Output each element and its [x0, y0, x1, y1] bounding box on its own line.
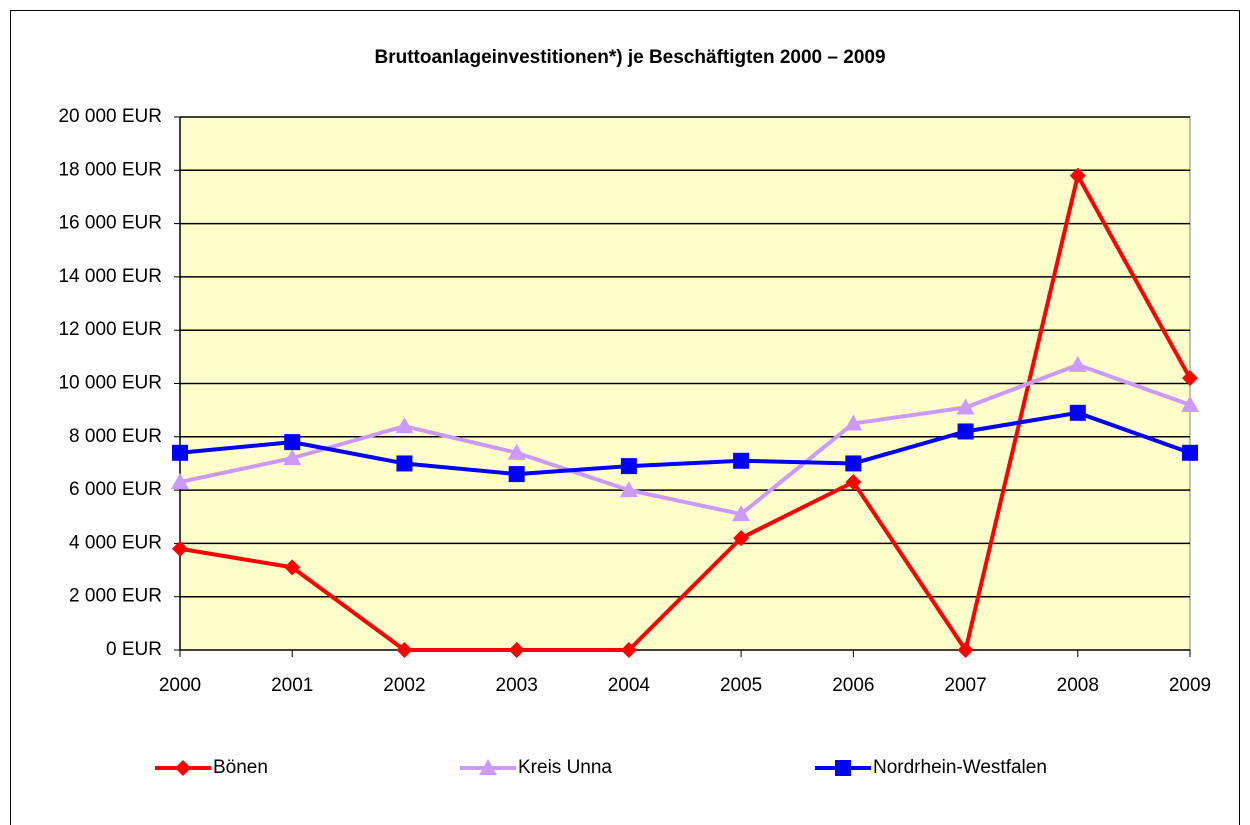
legend-label: Nordrhein-Westfalen	[873, 757, 1047, 778]
marker	[620, 642, 637, 658]
legend-label: Kreis Unna	[518, 757, 612, 778]
marker	[284, 434, 301, 451]
marker	[283, 449, 302, 466]
marker	[175, 760, 191, 776]
marker	[479, 759, 497, 775]
series-line	[179, 173, 1192, 652]
marker	[620, 458, 637, 475]
marker	[1069, 404, 1086, 421]
marker	[1068, 355, 1087, 372]
marker	[1182, 370, 1198, 387]
marker	[733, 452, 750, 469]
y-tick-label: 10 000 EUR	[58, 373, 162, 394]
legend-label: Bönen	[213, 757, 268, 778]
y-tick-label: 0 EUR	[106, 639, 162, 660]
x-tick-label: 2008	[1057, 675, 1099, 696]
marker	[396, 642, 413, 658]
y-tick-label: 16 000 EUR	[58, 213, 162, 234]
x-tick-label: 2000	[159, 675, 201, 696]
marker	[957, 423, 974, 440]
series-line	[179, 362, 1191, 517]
x-tick-label: 2002	[383, 675, 425, 696]
y-tick-label: 8 000 EUR	[69, 426, 162, 447]
x-tick-label: 2009	[1169, 675, 1211, 696]
marker	[732, 505, 751, 522]
marker	[1069, 167, 1086, 184]
x-tick-label: 2003	[496, 675, 538, 696]
marker	[508, 466, 525, 483]
y-tick-label: 12 000 EUR	[58, 319, 162, 340]
marker	[845, 455, 862, 472]
marker	[284, 559, 301, 576]
series-line	[179, 410, 1191, 477]
marker	[733, 530, 750, 547]
y-tick-label: 6 000 EUR	[69, 479, 162, 500]
marker	[396, 455, 413, 472]
x-tick-label: 2005	[720, 675, 762, 696]
y-tick-label: 18 000 EUR	[58, 159, 162, 180]
marker	[957, 642, 974, 658]
x-tick-label: 2001	[271, 675, 313, 696]
marker	[395, 417, 414, 434]
x-tick-label: 2006	[832, 675, 874, 696]
marker	[172, 540, 188, 557]
marker	[171, 473, 189, 490]
x-tick-label: 2004	[608, 675, 651, 696]
marker	[172, 444, 188, 461]
marker	[1181, 395, 1199, 412]
marker	[845, 474, 862, 491]
marker	[507, 443, 526, 460]
x-tick-label: 2007	[944, 675, 986, 696]
marker	[619, 481, 638, 498]
chart-title: Bruttoanlageinvestitionen*) je Beschäfti…	[374, 47, 885, 68]
y-tick-label: 4 000 EUR	[69, 532, 162, 553]
marker	[1182, 444, 1198, 461]
marker	[844, 414, 863, 431]
marker	[835, 760, 851, 776]
y-tick-label: 2 000 EUR	[69, 586, 162, 607]
y-tick-label: 20 000 EUR	[58, 106, 162, 127]
marker	[956, 398, 975, 415]
y-tick-label: 14 000 EUR	[58, 266, 162, 287]
marker	[508, 642, 525, 658]
